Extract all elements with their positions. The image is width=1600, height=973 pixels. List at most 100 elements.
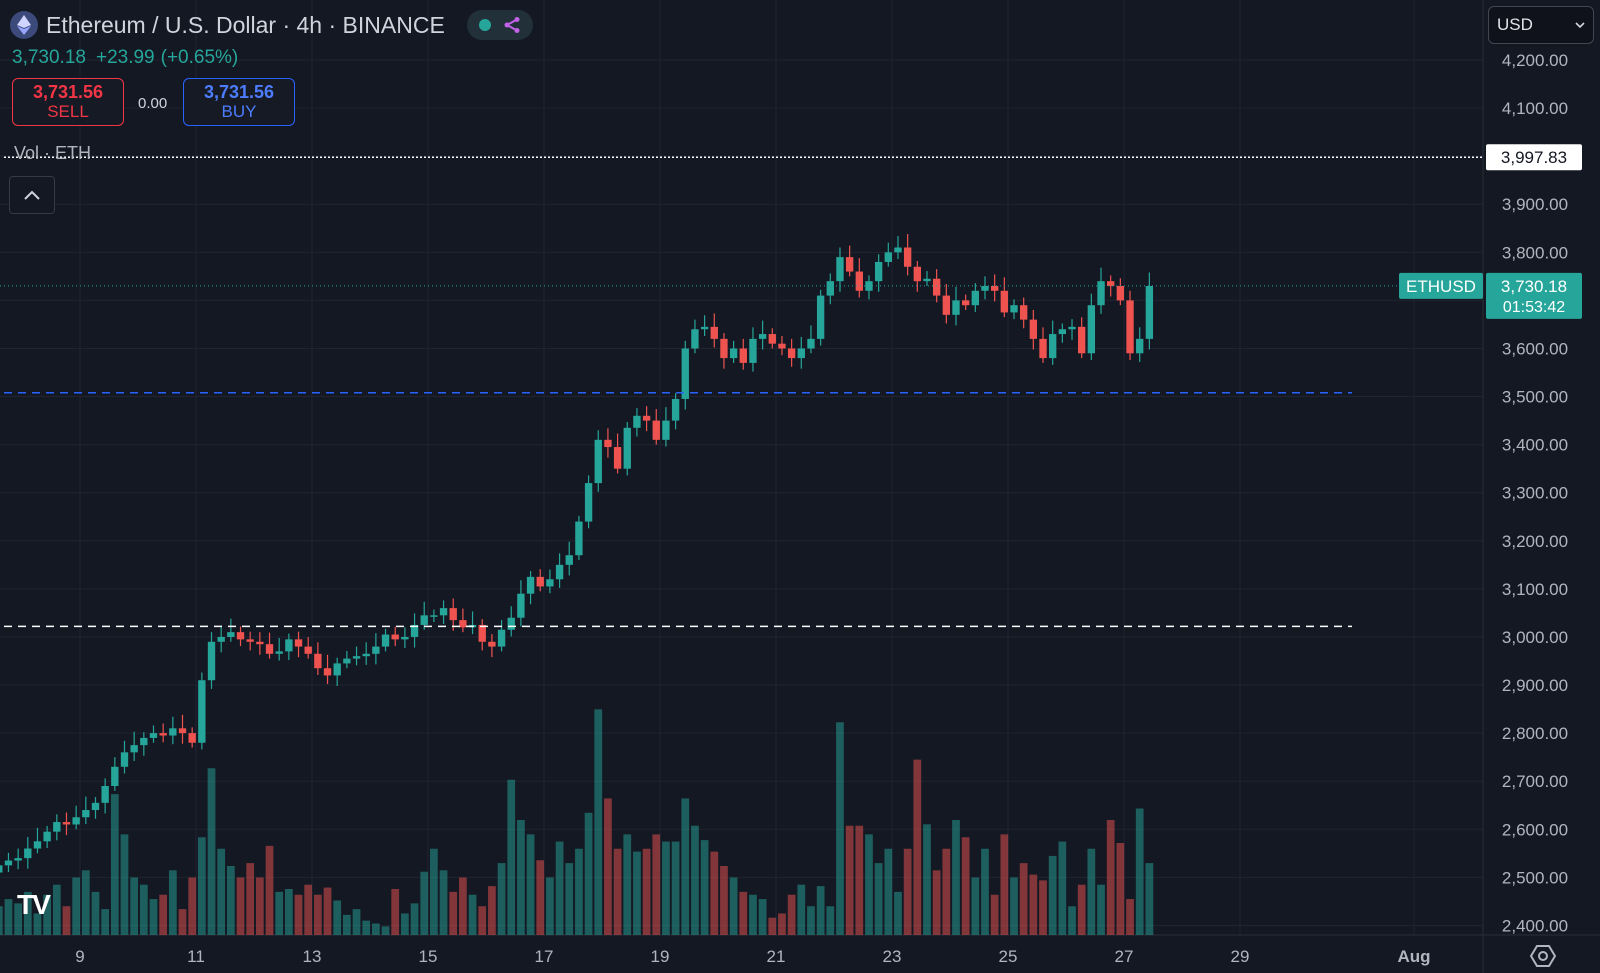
- candle: [836, 247, 844, 292]
- x-tick-label: 13: [303, 947, 322, 966]
- candle: [459, 608, 467, 633]
- symbol-title[interactable]: Ethereum / U.S. Dollar · 4h · BINANCE: [46, 11, 445, 38]
- candle: [430, 609, 438, 623]
- volume-bar: [526, 834, 535, 935]
- volume-bar: [584, 812, 593, 935]
- volume-bar: [758, 899, 767, 935]
- y-tick-label: 2,700.00: [1502, 772, 1568, 791]
- volume-bar: [865, 834, 873, 935]
- sell-label: SELL: [47, 102, 89, 121]
- volume-bar: [778, 913, 786, 935]
- symbol-marker: [1399, 272, 1483, 299]
- candle: [294, 631, 303, 658]
- volume-bar: [787, 894, 796, 935]
- candle: [1029, 310, 1038, 350]
- volume-bar: [372, 923, 380, 935]
- volume-bar: [826, 906, 835, 935]
- volume-bar: [81, 870, 90, 935]
- candle: [1058, 323, 1067, 343]
- volume-bar: [816, 886, 825, 935]
- candle: [1039, 327, 1047, 363]
- x-tick-label: 11: [187, 947, 205, 966]
- volume-bar: [91, 891, 100, 935]
- y-tick-label: 2,900.00: [1502, 676, 1568, 695]
- candle: [120, 740, 129, 774]
- sell-button[interactable]: 3,731.56 SELL: [12, 78, 124, 126]
- candle: [497, 620, 506, 652]
- volume-bar: [565, 863, 574, 935]
- volume-bar: [739, 891, 748, 935]
- volume-bar: [633, 851, 641, 935]
- candle: [739, 338, 747, 370]
- buy-button[interactable]: 3,731.56 BUY: [183, 78, 295, 126]
- volume-bar: [903, 848, 912, 935]
- x-tick-label: 21: [767, 947, 786, 966]
- spread-value: 0.00: [138, 95, 168, 112]
- collapse-button[interactable]: [9, 176, 55, 214]
- candle: [845, 245, 854, 277]
- volume-bar: [594, 709, 603, 935]
- tradingview-logo[interactable]: TV: [17, 889, 51, 920]
- volume-bar: [1097, 884, 1105, 935]
- volume-bar: [333, 900, 342, 935]
- volume-bar: [1068, 906, 1076, 935]
- candle: [797, 336, 805, 369]
- volume-bar: [101, 909, 110, 935]
- price-axis[interactable]: 4,200.004,100.004,000.003,900.003,800.00…: [1502, 51, 1568, 935]
- price-change: +23.99: [95, 47, 155, 68]
- candle: [285, 633, 293, 661]
- status-pill[interactable]: [466, 10, 533, 40]
- volume-bar: [1145, 863, 1154, 935]
- volume-indicator-label[interactable]: Vol · ETH: [14, 143, 92, 163]
- currency-select[interactable]: USD: [1488, 6, 1594, 44]
- candle: [1136, 327, 1144, 362]
- candle: [1107, 275, 1115, 297]
- volume-bar: [894, 891, 902, 935]
- y-tick-label: 3,600.00: [1502, 339, 1568, 358]
- volume-bar: [874, 863, 883, 935]
- volume-bar: [1000, 834, 1009, 935]
- volume-bar: [130, 877, 139, 935]
- candle: [700, 315, 709, 336]
- y-tick-label: 3,100.00: [1502, 580, 1568, 599]
- volume-bar: [352, 909, 361, 935]
- candle: [217, 625, 225, 653]
- y-tick-label: 2,400.00: [1502, 916, 1568, 935]
- volume-bar: [768, 917, 777, 935]
- candle: [981, 276, 989, 300]
- candle: [536, 569, 544, 592]
- y-tick-label: 3,000.00: [1502, 628, 1568, 647]
- x-tick-label: 19: [651, 947, 670, 966]
- candle: [961, 294, 970, 311]
- candle: [768, 328, 776, 349]
- settings-icon[interactable]: [1530, 944, 1556, 968]
- volume-bar: [1029, 874, 1038, 935]
- bar-countdown-label: 01:53:42: [1503, 299, 1565, 316]
- candle: [855, 258, 863, 298]
- candle: [952, 286, 960, 326]
- candle: [439, 600, 448, 624]
- candle: [256, 632, 264, 655]
- candle: [816, 289, 825, 346]
- price-quote: 3,730.18 +23.99 (+0.65%): [12, 47, 238, 69]
- volume-bar: [604, 798, 612, 935]
- volume-bar: [217, 848, 226, 935]
- y-tick-label: 3,900.00: [1502, 195, 1568, 214]
- volume-bar: [420, 871, 429, 935]
- candle: [198, 672, 206, 750]
- x-tick-label: 17: [535, 947, 554, 966]
- volume-bar: [401, 913, 409, 935]
- candle: [1126, 290, 1134, 361]
- volume-bar: [1048, 855, 1057, 935]
- candle: [807, 325, 815, 354]
- volume-bar: [468, 894, 477, 935]
- candle: [391, 626, 399, 647]
- candle: [352, 646, 361, 666]
- volume-bar: [1087, 848, 1096, 935]
- time-axis[interactable]: 9 11 13 15 17 19 21 23 25 27 29 Aug: [75, 947, 1430, 966]
- volume-bar: [197, 837, 206, 935]
- candle: [1116, 278, 1125, 306]
- candle: [72, 805, 80, 830]
- candle: [410, 613, 419, 648]
